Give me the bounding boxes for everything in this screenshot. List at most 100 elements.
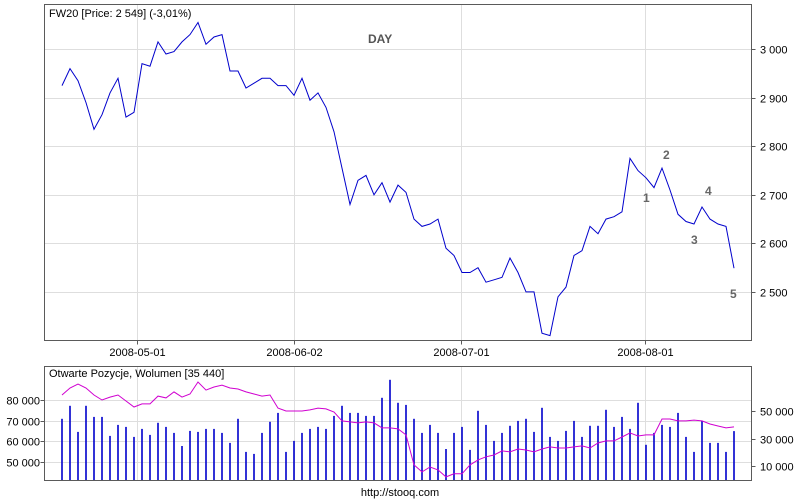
volume-bar xyxy=(237,418,239,480)
volume-bar xyxy=(213,428,215,480)
volume-bar xyxy=(517,420,519,480)
volume-bar xyxy=(605,409,607,480)
volume-bar xyxy=(293,440,295,480)
volume-bar xyxy=(173,432,175,480)
date-tick-label: 2008-07-01 xyxy=(433,347,489,359)
volume-bar xyxy=(645,444,647,480)
volume-bar xyxy=(229,442,231,480)
date-tick-label: 2008-08-01 xyxy=(617,347,673,359)
volume-bar xyxy=(245,451,247,480)
volume-bar xyxy=(221,432,223,480)
volume-bar xyxy=(181,446,183,480)
volume-bar xyxy=(109,435,111,480)
volume-bar xyxy=(701,420,703,480)
footer-url: http://stooq.com xyxy=(361,487,439,499)
volume-bar xyxy=(485,424,487,480)
volume-bar xyxy=(77,431,79,480)
volume-bar xyxy=(693,451,695,480)
volume-bar xyxy=(365,415,367,480)
volume-bar xyxy=(493,440,495,480)
date-x-axis: 2008-05-01 2008-06-02 2008-07-01 2008-08-01 xyxy=(109,340,674,359)
volume-bar xyxy=(405,404,407,480)
volume-bar xyxy=(85,405,87,480)
volume-bar xyxy=(477,410,479,480)
volume-bar xyxy=(613,426,615,480)
volume-bar xyxy=(165,426,167,480)
open-interest-axis: 80 000 70 000 60 000 50 000 xyxy=(6,396,45,470)
volume-bar xyxy=(509,425,511,480)
price-panel-title: FW20 [Price: 2 549] (-3,01%) xyxy=(49,8,191,20)
volume-bar xyxy=(269,421,271,480)
volume-bar xyxy=(421,432,423,480)
open-interest-tick-label: 50 000 xyxy=(6,458,40,470)
volume-bar xyxy=(333,415,335,480)
volume-bar xyxy=(501,432,503,480)
volume-bar xyxy=(317,426,319,480)
wave-label-5: 5 xyxy=(730,287,737,301)
volume-bar xyxy=(453,432,455,480)
volume-bar xyxy=(629,428,631,480)
volume-bar xyxy=(357,412,359,480)
volume-bar xyxy=(261,432,263,480)
volume-bar xyxy=(621,416,623,480)
price-grid xyxy=(44,4,752,341)
volume-bar xyxy=(429,424,431,480)
volume-bar xyxy=(565,430,567,480)
volume-bar xyxy=(413,418,415,480)
price-line xyxy=(61,21,735,337)
date-tick-label: 2008-05-01 xyxy=(109,347,165,359)
volume-bar xyxy=(557,440,559,480)
volume-panel-frame xyxy=(44,366,752,481)
volume-bar xyxy=(637,402,639,480)
volume-bar xyxy=(349,412,351,480)
volume-bar xyxy=(389,379,391,480)
volume-bar xyxy=(717,442,719,480)
volume-bar xyxy=(141,428,143,480)
volume-bar xyxy=(661,424,663,480)
volume-bar xyxy=(533,431,535,480)
volume-bar xyxy=(597,425,599,480)
volume-bar xyxy=(709,442,711,480)
volume-bar xyxy=(325,428,327,480)
open-interest-line xyxy=(61,381,735,478)
wave-label-2: 2 xyxy=(663,148,670,162)
price-y-tick-label: 2 700 xyxy=(760,191,788,203)
price-y-tick-label: 2 500 xyxy=(760,288,788,300)
volume-bar xyxy=(277,412,279,480)
timeframe-label: DAY xyxy=(368,32,392,46)
volume-bar xyxy=(157,422,159,480)
price-plot-area xyxy=(44,4,752,341)
price-y-tick-label: 2 900 xyxy=(760,94,788,106)
price-y-tick-label: 2 600 xyxy=(760,239,788,251)
volume-bar xyxy=(373,415,375,480)
volume-bar xyxy=(285,451,287,480)
volume-bar xyxy=(677,412,679,480)
price-y-axis: 3 000 2 900 2 800 2 700 2 600 2 500 xyxy=(751,45,788,300)
volume-bar xyxy=(397,402,399,480)
volume-bar xyxy=(653,432,655,480)
volume-bar xyxy=(69,405,71,480)
volume-tick-label: 30 000 xyxy=(760,435,794,447)
volume-bar xyxy=(581,436,583,480)
volume-bar xyxy=(197,431,199,480)
volume-bar xyxy=(125,426,127,480)
volume-bar xyxy=(133,436,135,480)
volume-bar xyxy=(445,449,447,480)
date-tick-label: 2008-06-02 xyxy=(266,347,322,359)
wave-label-3: 3 xyxy=(691,233,698,247)
volume-bar xyxy=(573,420,575,480)
volume-bar xyxy=(461,426,463,480)
volume-tick-label: 50 000 xyxy=(760,407,794,419)
price-panel: FW20 [Price: 2 549] (-3,01%) DAY 1 2 3 4… xyxy=(44,4,788,359)
open-interest-tick-label: 70 000 xyxy=(6,417,40,429)
volume-bar xyxy=(253,453,255,480)
volume-bar xyxy=(341,405,343,480)
volume-bar xyxy=(117,424,119,480)
volume-bar xyxy=(101,416,103,480)
volume-bar xyxy=(61,418,63,480)
volume-bar xyxy=(589,425,591,480)
volume-axis: 50 000 30 000 10 000 xyxy=(751,407,794,474)
open-interest-layer xyxy=(61,381,735,478)
volume-bar xyxy=(733,431,735,480)
